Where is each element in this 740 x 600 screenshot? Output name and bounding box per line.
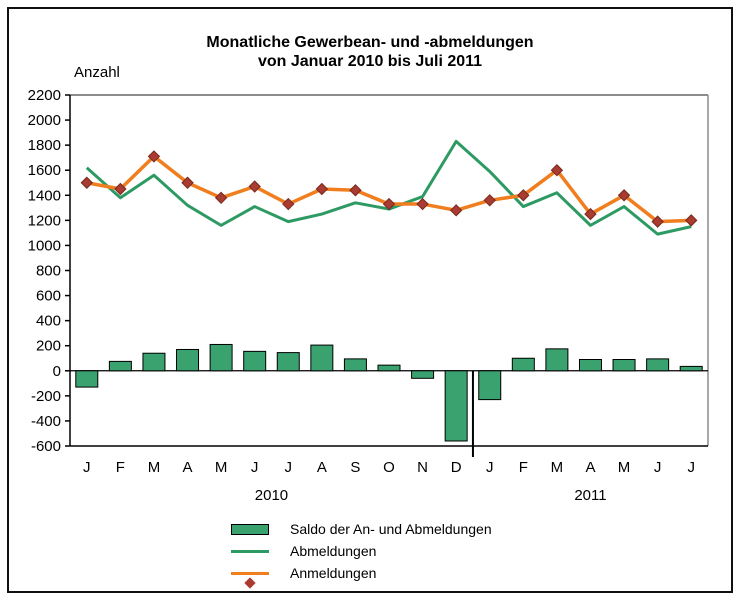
saldo-bar [209, 343, 233, 372]
y-axis-title: Anzahl [74, 64, 120, 81]
chart-title-line1: Monatliche Gewerbean- und -abmeldungen [206, 34, 534, 51]
x-tick-label-month: O [383, 459, 395, 476]
y-tick-label: 2200 [28, 87, 61, 104]
saldo-bar [646, 358, 670, 372]
x-tick-label-month: M [215, 459, 228, 476]
x-tick-label-month: F [519, 459, 528, 476]
x-tick-label-month: A [183, 459, 193, 476]
diamond-marker [651, 215, 664, 228]
orange-line-swatch-icon [231, 571, 269, 575]
saldo-bar [444, 370, 468, 442]
saldo-bar [310, 344, 334, 372]
x-tick-label-month: F [116, 459, 125, 476]
x-tick-label-month: J [654, 459, 662, 476]
saldo-bar [545, 348, 569, 372]
diamond-marker [416, 197, 429, 211]
saldo-bar [612, 359, 636, 372]
green-line-swatch-icon [231, 549, 269, 553]
x-group-label-year: 2010 [255, 487, 288, 504]
x-tick-label-month: S [350, 459, 360, 476]
x-tick-label-month: J [285, 459, 293, 476]
y-tick-label: -600 [31, 438, 61, 455]
diamond-marker [147, 150, 161, 163]
diamond-marker [584, 207, 597, 221]
legend-item-saldo: Saldo der An- und Abmeldungen [231, 518, 492, 540]
diamond-marker [550, 164, 564, 177]
diamond-marker [449, 204, 463, 217]
chart-title: Monatliche Gewerbean- und -abmeldungen v… [0, 33, 740, 71]
y-tick-label: 0 [53, 363, 61, 380]
diamond-marker [181, 176, 194, 189]
diamond-marker [214, 191, 228, 204]
saldo-bar [176, 348, 200, 372]
legend: Saldo der An- und Abmeldungen Abmeldunge… [231, 518, 492, 589]
x-tick-label-month: A [585, 459, 595, 476]
x-tick-label-month: J [83, 459, 91, 476]
y-tick-label: 1400 [28, 187, 61, 204]
x-tick-label-month: D [451, 459, 462, 476]
x-tick-label-month: M [148, 459, 161, 476]
legend-label-saldo: Saldo der An- und Abmeldungen [290, 521, 492, 537]
y-tick-label: 400 [36, 313, 61, 330]
saldo-bar [108, 360, 132, 372]
saldo-bar [411, 370, 435, 379]
diamond-marker [315, 182, 329, 196]
saldo-bar [578, 359, 602, 372]
legend-label-anmeldungen: Anmeldungen [290, 565, 377, 581]
diamond-marker [685, 214, 698, 227]
y-tick-label: 2000 [28, 112, 61, 129]
line-abmeldungen [85, 139, 692, 236]
legend-swatch-zone [231, 571, 269, 589]
saldo-bar [243, 350, 267, 372]
y-tick-label: -200 [31, 388, 61, 405]
diamond-marker [282, 197, 295, 211]
y-tick-label: 1600 [28, 162, 61, 179]
diamond-marker [248, 180, 261, 193]
legend-label-abmeldungen: Abmeldungen [290, 543, 377, 559]
saldo-bar [511, 357, 535, 372]
chart-title-line2: von Januar 2010 bis Juli 2011 [257, 53, 483, 70]
saldo-bar [478, 370, 502, 401]
saldo-bar [343, 358, 367, 372]
diamond-marker [517, 189, 530, 202]
x-tick-label-month: J [251, 459, 259, 476]
x-tick-label-month: M [551, 459, 564, 476]
saldo-bar [276, 352, 300, 372]
chart-outer-border [7, 7, 733, 593]
saldo-bar [142, 352, 166, 372]
y-tick-label: 800 [36, 263, 61, 280]
x-group-label-year: 2011 [574, 487, 606, 504]
y-tick-label: 1000 [28, 237, 61, 254]
y-tick-label: 200 [36, 338, 61, 355]
y-tick-label: 1200 [28, 212, 61, 229]
x-tick-label-month: M [618, 459, 631, 476]
y-tick-label: 600 [36, 288, 61, 305]
x-tick-label-month: J [486, 459, 494, 476]
diamond-marker [114, 182, 127, 196]
legend-item-abmeldungen: Abmeldungen [231, 540, 492, 562]
bar-swatch-icon [231, 523, 269, 535]
legend-item-anmeldungen: Anmeldungen [231, 562, 492, 589]
saldo-bar [679, 365, 703, 372]
saldo-bar [377, 364, 401, 372]
legend-swatch-zone [231, 549, 269, 553]
x-tick-label-month: J [687, 459, 695, 476]
y-tick-label: 1800 [28, 137, 61, 154]
line-anmeldungen [86, 154, 692, 224]
legend-swatch-zone [231, 523, 269, 535]
saldo-bar [75, 370, 99, 388]
y-tick-label: -400 [31, 413, 61, 430]
diamond-marker [349, 184, 362, 197]
diamond-marker [80, 176, 93, 189]
diamond-marker [617, 189, 631, 202]
diamond-marker [483, 194, 496, 207]
x-tick-label-month: A [317, 459, 327, 476]
diamond-marker [382, 197, 396, 211]
x-tick-label-month: N [417, 459, 428, 476]
